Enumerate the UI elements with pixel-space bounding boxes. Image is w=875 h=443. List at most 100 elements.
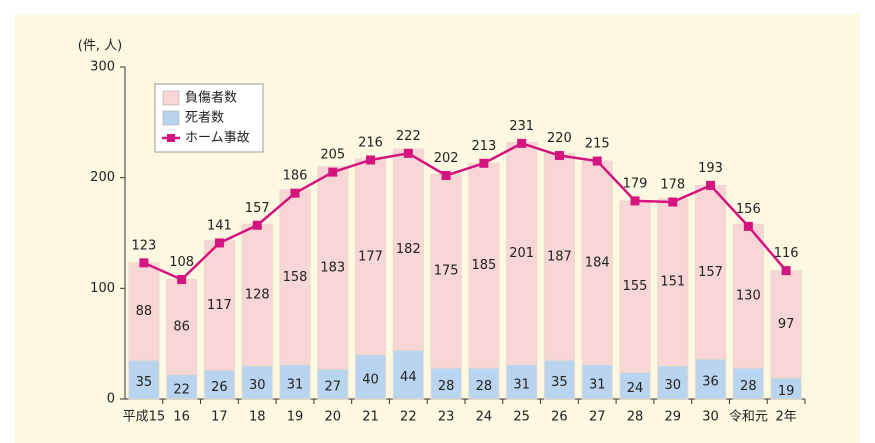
legend-label: 負傷者数 [185,91,237,106]
line-marker [366,155,376,165]
line-marker [706,180,716,190]
data-label: 123 [131,238,156,253]
legend-swatch [162,90,180,106]
line-marker [479,158,489,168]
data-label: 222 [396,129,421,144]
line-marker [328,167,338,177]
bar-segment [543,359,575,400]
bar-segment [279,364,311,400]
data-label: 157 [698,265,723,280]
bar-segment [355,354,387,400]
data-label: 215 [585,137,610,152]
data-label: 157 [245,201,270,216]
bar-segment [355,158,387,356]
data-label: 182 [396,242,421,257]
bar-segment [506,141,538,366]
data-label: 158 [283,270,308,285]
data-label: 202 [434,151,459,166]
data-label: 28 [476,379,493,394]
data-label: 151 [660,275,685,290]
data-label: 183 [320,260,345,275]
data-label: 24 [627,381,644,396]
line [143,142,788,281]
data-label: 177 [358,249,383,264]
bar-segment [430,367,462,400]
data-label: 184 [585,255,610,270]
data-label: 116 [774,246,799,261]
line-marker [554,151,564,161]
data-label: 44 [400,370,417,385]
legend-swatch [162,110,180,126]
x-tick-label: 30 [702,410,719,425]
data-label: 30 [249,378,266,393]
data-label: 88 [136,304,153,319]
x-tick-label: 2年 [775,410,796,425]
bar-segment [317,368,349,400]
bar-segment [128,359,160,400]
y-axis-label: (件, 人) [78,39,122,54]
bar-segment [128,262,160,361]
data-label: 28 [438,379,455,394]
bar-segment [619,200,651,373]
x-tick-label: 令和元 [729,410,768,425]
line-marker [517,138,527,148]
y-tick-label: 0 [107,392,115,407]
data-label: 128 [245,287,270,302]
bar-segment [581,160,613,366]
x-tick-label: 平成15 [123,410,166,425]
data-label: 186 [283,169,308,184]
data-label: 31 [287,377,304,392]
data-label: 220 [547,131,572,146]
bar-segment [543,152,575,361]
x-tick-label: 29 [665,410,682,425]
data-label: 35 [551,375,568,390]
x-tick-label: 27 [589,410,606,425]
bar-segment [657,198,689,367]
data-label: 22 [173,382,190,397]
data-label: 213 [471,139,496,154]
data-label: 156 [736,202,761,217]
y-tick-label: 300 [90,60,115,75]
bar-segment [657,365,689,400]
x-tick-label: 22 [400,410,417,425]
data-label: 231 [509,119,534,134]
bar-segment [279,189,311,366]
data-label: 201 [509,246,534,261]
line-marker [252,220,262,230]
data-label: 31 [589,377,606,392]
data-label: 31 [513,377,530,392]
legend-label: ホーム事故 [185,131,250,146]
data-label: 216 [358,135,383,150]
data-label: 27 [325,380,342,395]
x-tick-label: 17 [211,410,228,425]
x-tick-label: 23 [438,410,455,425]
bar-segment [241,365,273,400]
x-tick-label: 21 [362,410,379,425]
bar-segment [732,367,764,400]
data-label: 28 [740,379,757,394]
data-label: 117 [207,298,232,313]
data-label: 26 [211,380,228,395]
x-tick-label: 20 [325,410,342,425]
bar-segment [695,358,727,400]
data-label: 108 [169,255,194,270]
data-label: 178 [660,178,685,193]
y-tick-label: 200 [90,170,115,185]
data-label: 179 [623,176,648,191]
bar-segment [619,372,651,400]
bar-segment [166,374,198,400]
line-marker [177,274,187,284]
bar-segment [506,364,538,400]
bar-segment [581,364,613,400]
x-tick-label: 19 [287,410,304,425]
legend-marker [167,134,175,142]
data-label: 185 [471,258,496,273]
line-marker [403,148,413,158]
bar-segment [317,166,349,370]
x-tick-label: 28 [627,410,644,425]
bar-segment [468,367,500,400]
data-label: 97 [778,317,795,332]
data-label: 30 [665,378,682,393]
x-tick-label: 25 [513,410,530,425]
line-marker [214,238,224,248]
